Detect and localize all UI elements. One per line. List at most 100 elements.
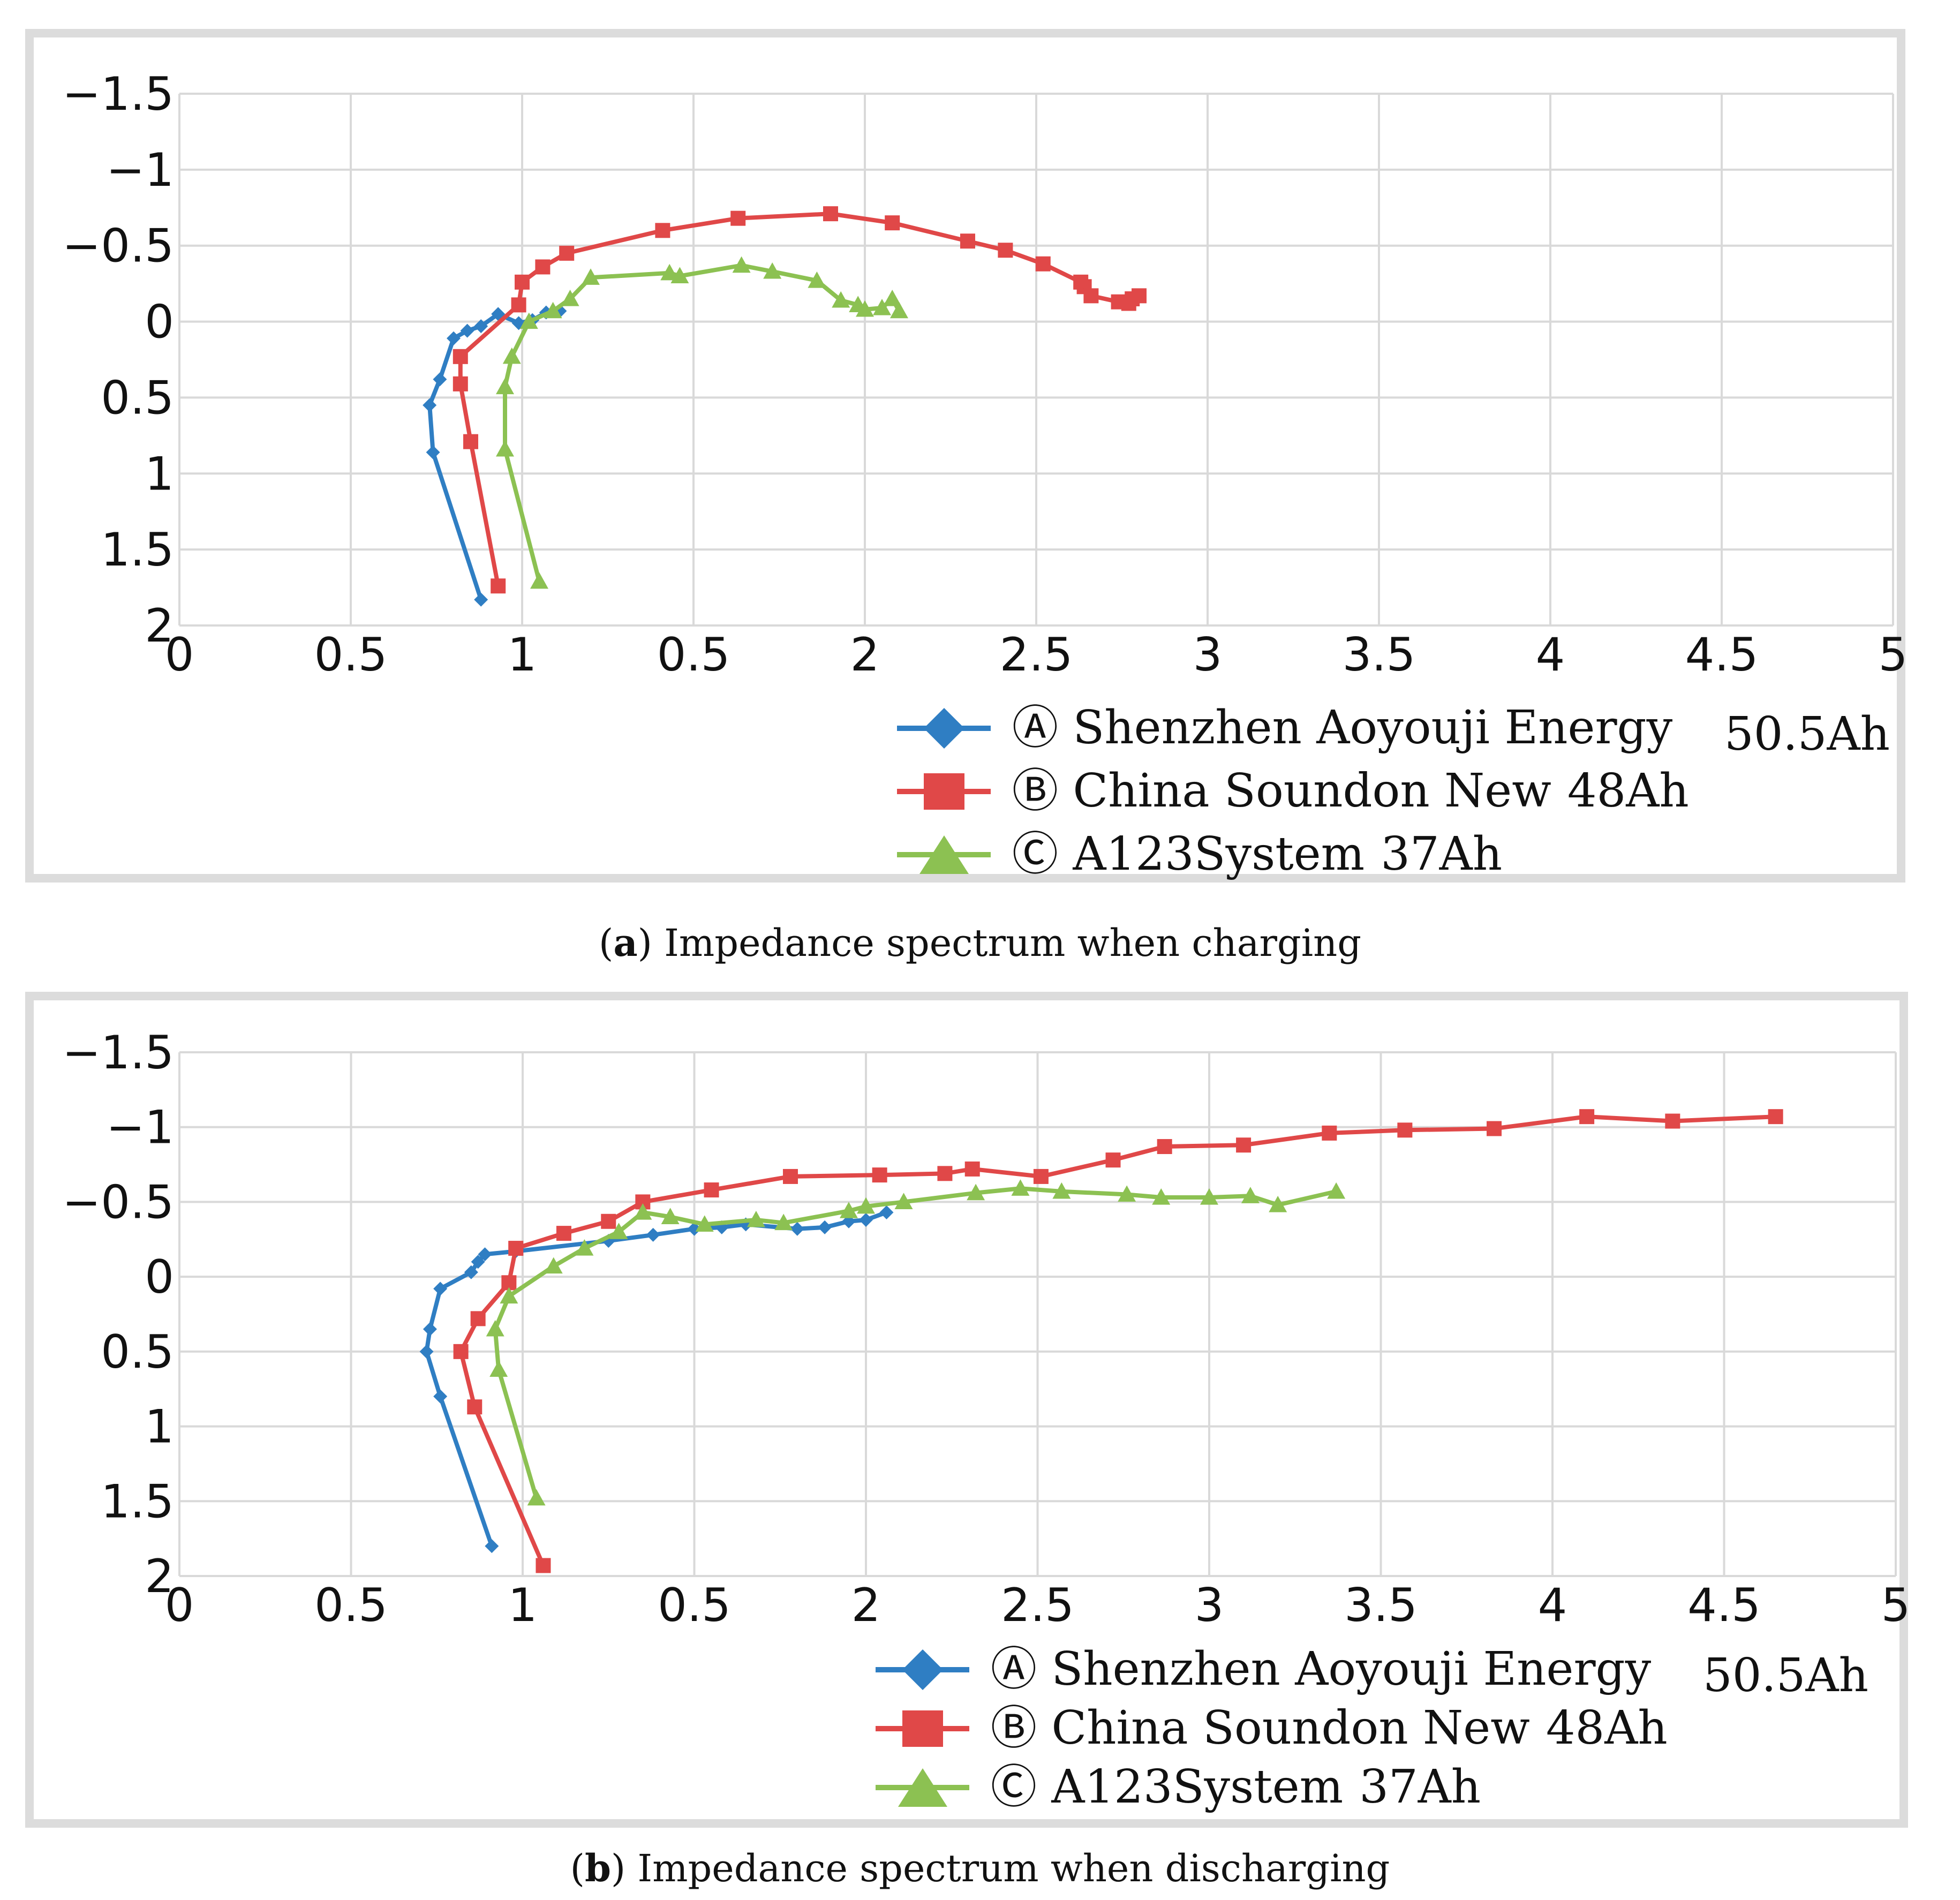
data-point	[738, 1217, 753, 1232]
data-point	[433, 1389, 448, 1404]
data-point	[660, 263, 679, 281]
figure-caption: (b) Impedance spectrum when discharging	[570, 1846, 1390, 1890]
data-point	[730, 210, 746, 226]
data-point	[1157, 1139, 1172, 1155]
chart-svg-discharging: 0 0.5 1 0.5 2 2.5 3 3.5 4 4.5 5 −1.5 −1 −0.5 0 0.5 1 1.5 2…	[25, 992, 1911, 1890]
data-point	[544, 1257, 563, 1274]
data-point	[937, 1166, 953, 1181]
legend-capacity: 48Ah	[1567, 764, 1689, 818]
data-point	[857, 1197, 875, 1214]
legend-label: Ⓒ A123System	[1012, 827, 1365, 881]
data-point	[489, 1360, 508, 1377]
series-3-charging	[496, 256, 908, 589]
x-tick-label: 1	[508, 628, 537, 682]
x-tick-label: 0.5	[657, 628, 730, 682]
data-point	[496, 440, 514, 457]
data-point	[823, 206, 838, 222]
data-point	[1768, 1109, 1783, 1125]
data-point	[423, 1322, 437, 1336]
data-point	[763, 262, 782, 279]
y-tick-label: −1.5	[62, 1026, 174, 1080]
grid-lines	[178, 1051, 1897, 1577]
data-point	[964, 1161, 980, 1177]
legend-diamond-marker	[924, 708, 964, 749]
data-point	[474, 319, 488, 334]
data-point	[856, 300, 874, 317]
legend-capacity: 37Ah	[1359, 1760, 1481, 1814]
y-tick-label: −1.5	[62, 67, 174, 121]
data-point	[460, 323, 474, 338]
legend-square-marker	[902, 1710, 943, 1747]
caption-letter: a	[613, 921, 637, 965]
data-point	[453, 349, 468, 364]
y-tick-label: −1	[106, 1101, 174, 1155]
data-point	[1132, 288, 1147, 304]
data-point	[695, 1215, 714, 1232]
data-point	[1118, 1185, 1136, 1202]
data-point	[1269, 1196, 1287, 1212]
data-point	[1033, 1168, 1049, 1184]
data-point	[782, 1168, 798, 1184]
data-point	[453, 376, 468, 391]
data-point	[790, 1222, 804, 1236]
caption-text: ) Impedance spectrum when discharging	[611, 1846, 1390, 1890]
x-tick-label: 3.5	[1343, 628, 1416, 682]
legend-diamond-marker	[902, 1649, 943, 1690]
legend-capacity: 50.5Ah	[1724, 707, 1890, 761]
data-point	[655, 223, 670, 238]
data-point	[1327, 1182, 1346, 1199]
data-point	[1105, 1152, 1121, 1168]
data-point	[530, 572, 548, 589]
legend-square-marker	[924, 773, 964, 810]
y-tick-label: −0.5	[62, 220, 174, 273]
y-tick-label: 1.5	[101, 1475, 174, 1528]
series-2-discharging	[453, 1109, 1783, 1573]
caption-text: ) Impedance spectrum when charging	[638, 921, 1361, 965]
data-point	[687, 1222, 702, 1236]
data-point	[474, 592, 488, 607]
x-tick-label: 0.5	[314, 628, 388, 682]
chart-frame	[25, 29, 1905, 883]
data-point	[515, 274, 530, 290]
legend-capacity: 50.5Ah	[1703, 1649, 1868, 1702]
data-point	[601, 1213, 616, 1229]
series-line	[458, 212, 1140, 586]
x-tick-label: 3	[1195, 1579, 1224, 1632]
legend-triangle-marker	[919, 835, 969, 874]
y-tick-label: 2	[145, 1550, 174, 1603]
legend-triangle-marker	[898, 1768, 947, 1807]
data-point	[496, 378, 514, 395]
figure-caption: (a) Impedance spectrum when charging	[599, 921, 1361, 965]
data-point	[561, 290, 579, 306]
x-tick-label: 0	[165, 1579, 194, 1632]
y-tick-label: 0	[145, 1250, 174, 1304]
data-point	[634, 1203, 652, 1220]
data-point	[535, 259, 551, 275]
data-point	[885, 215, 900, 231]
data-point	[873, 299, 891, 315]
legend-capacity: 37Ah	[1381, 827, 1502, 881]
data-point	[1236, 1137, 1252, 1153]
legend-label: Ⓒ A123System	[991, 1760, 1343, 1814]
legend-capacity: 48Ah	[1546, 1701, 1668, 1755]
data-point	[433, 1281, 448, 1296]
data-point	[1011, 1179, 1030, 1196]
data-point	[464, 1265, 478, 1279]
data-point	[1152, 1188, 1171, 1205]
data-point	[883, 290, 902, 306]
y-tick-label: 0.5	[101, 371, 174, 425]
x-tick-label: 5	[1881, 1579, 1911, 1632]
data-point	[511, 297, 526, 313]
chart-svg-charging: 0 0.5 1 0.5 2 2.5 3 3.5 4 4.5 5 −1.5 −1 −0.5 0 0.5 1 1.5 2…	[25, 29, 1908, 965]
x-tick-label: 3	[1193, 628, 1223, 682]
y-tick-label: 2	[145, 599, 174, 653]
series-2-charging	[453, 206, 1147, 594]
data-point	[661, 1208, 680, 1224]
data-point	[423, 398, 437, 412]
data-point	[894, 1193, 913, 1210]
x-tick-label: 4.5	[1685, 628, 1759, 682]
data-point	[1579, 1109, 1595, 1125]
series-3-discharging	[486, 1179, 1346, 1506]
legend-label: Ⓐ Shenzhen Aoyouji Energy	[1012, 701, 1673, 755]
chart-panel-charging: 0 0.5 1 0.5 2 2.5 3 3.5 4 4.5 5 −1.5 −1 −0.5 0 0.5 1 1.5 2…	[25, 29, 1908, 965]
